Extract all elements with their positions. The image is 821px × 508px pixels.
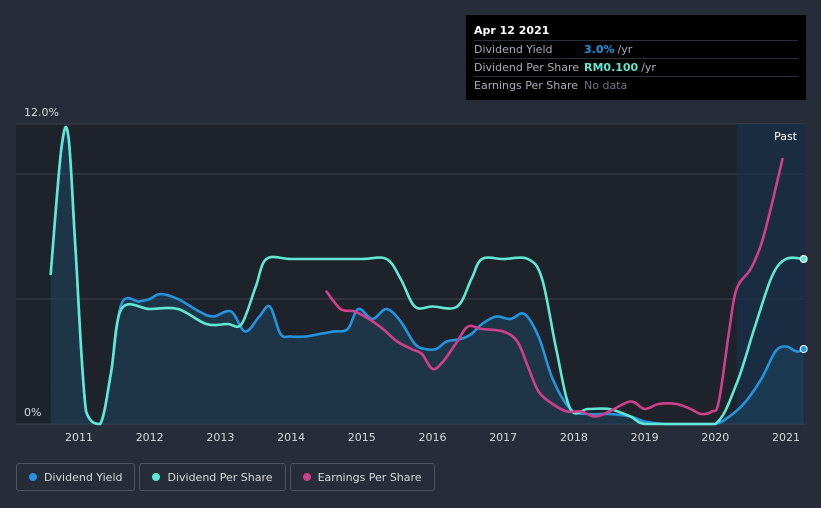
x-tick-label: 2013 bbox=[206, 431, 234, 444]
x-tick-label: 2021 bbox=[772, 431, 800, 444]
x-tick-label: 2012 bbox=[136, 431, 164, 444]
series-end-marker-dividend-per-share bbox=[799, 255, 808, 263]
legend: Dividend Yield Dividend Per Share Earnin… bbox=[16, 463, 435, 491]
tooltip-row-dividend-per-share: Dividend Per Share RM0.100 /yr bbox=[474, 58, 798, 76]
y-tick-label: 12.0% bbox=[24, 106, 59, 119]
x-tick-label: 2020 bbox=[701, 431, 729, 444]
tooltip-label: Dividend Yield bbox=[474, 43, 553, 56]
tooltip-value: 3.0% bbox=[584, 43, 615, 56]
series-end-marker-dividend-yield bbox=[799, 345, 808, 353]
legend-dot-icon bbox=[302, 473, 311, 481]
series-area-dividend-yield bbox=[50, 127, 804, 424]
y-tick-label: 0% bbox=[24, 406, 41, 419]
x-axis-tick-labels: 2011 2012 2013 2014 2015 2016 2017 2018 2019 2020… bbox=[65, 431, 800, 444]
past-label: Past bbox=[774, 130, 798, 143]
legend-dot-icon bbox=[152, 473, 161, 481]
x-tick-label: 2019 bbox=[631, 431, 659, 444]
legend-label: Earnings Per Share bbox=[317, 470, 422, 484]
series-end-markers bbox=[799, 255, 808, 353]
legend-label: Dividend Yield bbox=[44, 470, 123, 484]
legend-item-earnings-per-share[interactable]: Earnings Per Share bbox=[289, 463, 435, 491]
legend-item-dividend-per-share[interactable]: Dividend Per Share bbox=[139, 463, 286, 491]
legend-item-dividend-yield[interactable]: Dividend Yield bbox=[16, 463, 136, 491]
tooltip-panel: Apr 12 2021 Dividend Yield 3.0% /yr Divi… bbox=[466, 15, 806, 100]
series-lines bbox=[49, 125, 805, 426]
x-tick-label: 2017 bbox=[489, 431, 517, 444]
tooltip-label: Earnings Per Share bbox=[474, 79, 579, 92]
tooltip-label: Dividend Per Share bbox=[474, 61, 580, 74]
legend-dot-icon bbox=[29, 473, 37, 481]
tooltip-date: Apr 12 2021 bbox=[474, 24, 550, 37]
x-tick-label: 2018 bbox=[560, 431, 588, 444]
x-tick-label: 2015 bbox=[348, 431, 376, 444]
tooltip-unit: /yr bbox=[641, 61, 656, 74]
x-tick-label: 2011 bbox=[65, 431, 93, 444]
tooltip-row-earnings-per-share: Earnings Per Share No data bbox=[474, 76, 798, 94]
tooltip-unit: /yr bbox=[617, 43, 633, 56]
y-axis-tick-labels: 12.0% 0% bbox=[24, 106, 59, 419]
series-line-dividend-per-share bbox=[49, 125, 805, 426]
x-tick-label: 2014 bbox=[277, 431, 305, 444]
series-areas bbox=[50, 127, 804, 424]
tooltip-row-dividend-yield: Dividend Yield 3.0% /yr bbox=[474, 40, 798, 58]
legend-label: Dividend Per Share bbox=[167, 470, 273, 484]
x-tick-label: 2016 bbox=[419, 431, 447, 444]
tooltip-value: No data bbox=[584, 79, 628, 92]
tooltip-value: RM0.100 bbox=[584, 61, 639, 74]
series-line-earnings-per-share bbox=[325, 157, 784, 418]
